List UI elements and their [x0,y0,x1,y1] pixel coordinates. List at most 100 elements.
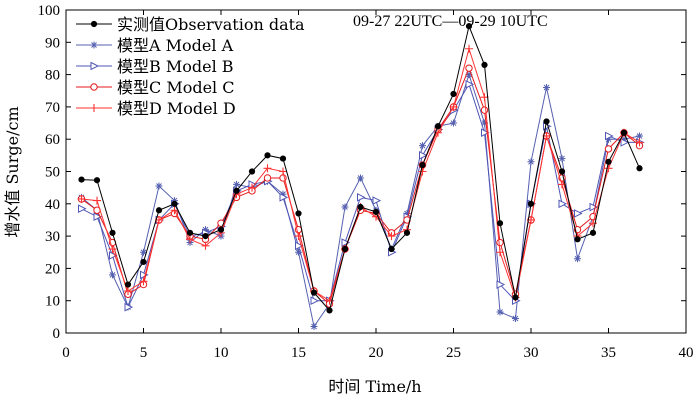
x-tick-label: 0 [62,345,70,361]
data-point [326,307,333,314]
legend: 实测值Observation data 模型A Model A 模型B Model … [76,15,305,118]
data-point [78,176,85,183]
data-point [202,233,209,240]
data-point [449,102,458,111]
x-tick-label: 5 [140,345,148,361]
legend-entry: 模型C Model C [117,78,235,97]
data-point [357,174,364,182]
data-point [527,200,535,207]
data-point [605,135,612,143]
data-point [357,193,366,202]
data-point [279,167,287,176]
data-point [279,190,287,198]
period-annotation: 09-27 22UTC—09-29 10UTC [353,13,548,30]
data-point [140,258,147,266]
data-point [295,210,302,217]
legend-marker [90,20,98,28]
data-point [295,241,304,251]
data-point [403,229,411,236]
data-point [124,302,134,312]
data-point [310,323,318,331]
data-point [140,270,149,280]
series-0 [78,23,643,314]
y-tick-label: 70 [45,100,60,116]
data-point [263,174,272,182]
data-point [248,183,256,192]
data-point [155,207,163,214]
axis-ticks: 0 5 10 15 20 25 30 35 40 0 10 20 30 40 50 60 70 80 90 100 [38,3,694,361]
data-point [124,281,132,288]
data-point [543,118,550,125]
x-tick-label: 25 [446,345,461,361]
data-point [341,203,349,211]
series-group [77,23,645,331]
data-point [372,196,382,205]
data-point [109,271,116,279]
y-tick-label: 40 [45,197,60,213]
data-point [589,229,597,236]
x-tick-label: 40 [679,345,694,361]
data-point [263,164,272,173]
data-point [124,287,132,296]
data-point [279,155,287,162]
data-point [496,308,504,316]
data-point [186,235,194,244]
data-point [434,123,442,130]
y-tick-label: 80 [45,68,60,84]
y-tick-label: 50 [45,165,60,181]
legend-entry: 模型D Model D [117,99,236,118]
data-point [294,232,303,241]
data-point [543,84,550,92]
data-point [139,277,148,286]
data-point [620,138,630,147]
x-tick-label: 15 [291,345,306,361]
data-point [341,238,351,247]
data-point [419,161,426,169]
x-tick-label: 20 [369,345,384,361]
data-point [512,314,519,322]
legend-marker [90,41,98,49]
data-point [419,142,426,150]
data-point [465,44,473,53]
data-point [636,165,643,172]
data-point [450,119,457,127]
y-tick-label: 0 [53,326,61,342]
data-point [310,289,318,296]
legend-marker [90,104,98,112]
data-point [481,119,488,127]
data-point [357,203,364,211]
data-point [78,204,87,213]
data-point [604,145,613,153]
data-point [636,132,643,140]
x-tick-label: 35 [601,345,616,361]
data-point [93,177,101,184]
data-point [341,245,349,253]
y-tick-label: 90 [45,35,60,51]
legend-entry: 实测值Observation data [117,15,305,34]
y-tick-label: 100 [38,3,61,19]
data-point [387,232,396,241]
data-point [558,155,566,163]
data-point [419,151,428,160]
data-point [481,61,488,69]
data-point [574,255,581,263]
data-point [605,131,614,141]
y-axis-label: 增水值 Surge/cm [3,106,22,237]
data-point [233,180,240,188]
legend-marker [90,83,98,91]
data-point [589,202,599,212]
data-point [465,71,473,79]
data-point [248,168,256,175]
data-point [604,164,613,173]
data-point [574,236,581,243]
data-point [140,248,147,256]
data-point [388,245,395,253]
data-point [77,194,86,203]
data-point [481,128,490,138]
data-point [264,152,271,159]
data-point [465,64,473,72]
data-point [620,129,628,136]
data-point [217,226,225,233]
y-tick-label: 10 [45,294,60,310]
